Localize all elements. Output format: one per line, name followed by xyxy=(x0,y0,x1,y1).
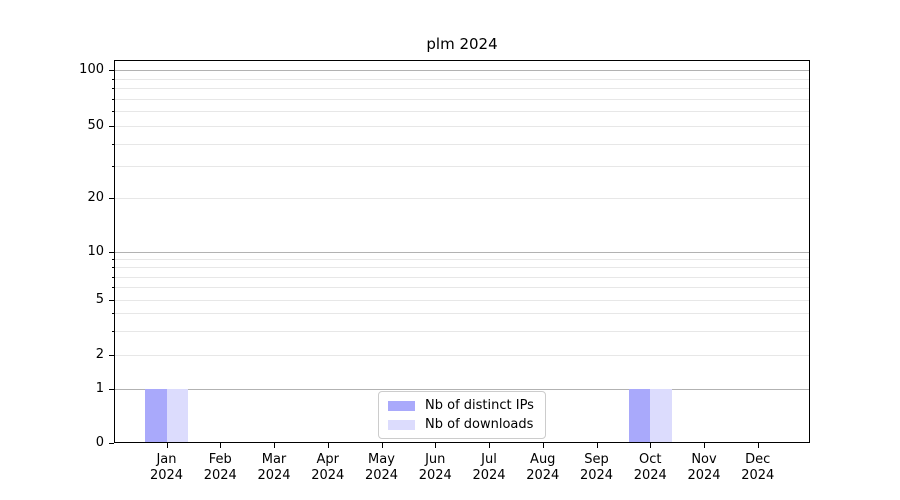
legend-entry-downloads: Nb of downloads xyxy=(388,417,536,432)
xtick-label-sep: Sep 2024 xyxy=(579,452,614,483)
gridline-minor-4 xyxy=(115,313,809,315)
gridline-minor-60 xyxy=(115,111,809,113)
xtick-mark-apr xyxy=(327,443,329,448)
legend: Nb of distinct IPs Nb of downloads xyxy=(378,391,546,439)
gridline-minor-30 xyxy=(115,166,809,168)
gridline-major-100 xyxy=(115,70,809,71)
gridline-major-10 xyxy=(115,252,809,253)
gridline-minor-5 xyxy=(115,300,809,301)
xtick-label-dec: Dec 2024 xyxy=(741,452,775,483)
xtick-mark-jun xyxy=(435,443,437,448)
ytick-label-10: 10 xyxy=(87,244,104,259)
xtick-label-apr: Apr 2024 xyxy=(311,452,345,483)
gridline-minor-7 xyxy=(115,276,809,278)
xtick-mark-sep xyxy=(596,443,598,448)
gridline-minor-20 xyxy=(115,198,809,199)
gridline-minor-90 xyxy=(115,78,809,80)
xtick-label-oct: Oct 2024 xyxy=(633,452,667,483)
xtick-label-nov: Nov 2024 xyxy=(687,452,721,483)
xtick-label-mar: Mar 2024 xyxy=(257,452,291,483)
xtick-mark-mar xyxy=(274,443,275,448)
ytick-label-5: 5 xyxy=(95,292,104,307)
bar-distinct-ips-jan xyxy=(145,389,167,442)
legend-label-downloads: Nb of downloads xyxy=(425,417,534,432)
legend-swatch-downloads-icon xyxy=(388,419,415,430)
gridline-minor-9 xyxy=(115,259,809,261)
xtick-mark-dec xyxy=(757,443,759,448)
xtick-label-jan: Jan 2024 xyxy=(149,452,184,483)
xtick-mark-jan xyxy=(166,443,168,448)
chart-title: plm 2024 xyxy=(426,35,498,53)
legend-label-distinct-ips: Nb of distinct IPs xyxy=(425,398,534,413)
xtick-mark-nov xyxy=(704,443,705,448)
gridline-minor-40 xyxy=(115,143,809,145)
gridline-minor-2 xyxy=(115,355,809,356)
legend-entry-distinct-ips: Nb of distinct IPs xyxy=(388,398,536,413)
ytick-label-50: 50 xyxy=(87,118,104,133)
xtick-mark-aug xyxy=(542,443,544,448)
gridline-major-1 xyxy=(115,389,809,390)
ytick-label-20: 20 xyxy=(87,190,104,205)
xtick-label-feb: Feb 2024 xyxy=(203,452,237,483)
gridline-minor-80 xyxy=(115,88,809,90)
xtick-label-aug: Aug 2024 xyxy=(526,452,560,483)
plot-area: Nb of distinct IPs Nb of downloads xyxy=(114,60,810,443)
grid-layer xyxy=(115,61,809,442)
ytick-mark-0 xyxy=(109,443,114,444)
xtick-mark-feb xyxy=(220,443,222,448)
ytick-label-0: 0 xyxy=(95,435,104,450)
xtick-label-jul: Jul 2024 xyxy=(472,452,506,483)
gridline-minor-6 xyxy=(115,287,809,289)
legend-swatch-distinct-ips-icon xyxy=(388,400,415,411)
bar-downloads-jan xyxy=(166,389,188,442)
gridline-minor-3 xyxy=(115,330,809,332)
gridline-minor-50 xyxy=(115,126,809,127)
bar-downloads-oct xyxy=(650,389,672,442)
ytick-label-1: 1 xyxy=(95,381,104,396)
xtick-label-jun: Jun 2024 xyxy=(418,452,452,483)
ytick-label-2: 2 xyxy=(95,347,104,362)
bar-distinct-ips-oct xyxy=(628,389,651,442)
gridline-minor-70 xyxy=(115,98,809,100)
gridline-minor-8 xyxy=(115,267,809,269)
xtick-mark-may xyxy=(381,443,383,448)
ytick-label-100: 100 xyxy=(79,62,104,77)
xtick-mark-oct xyxy=(650,443,652,448)
xtick-label-may: May 2024 xyxy=(364,452,399,483)
xtick-mark-jul xyxy=(489,443,490,448)
bars-layer xyxy=(115,61,809,442)
